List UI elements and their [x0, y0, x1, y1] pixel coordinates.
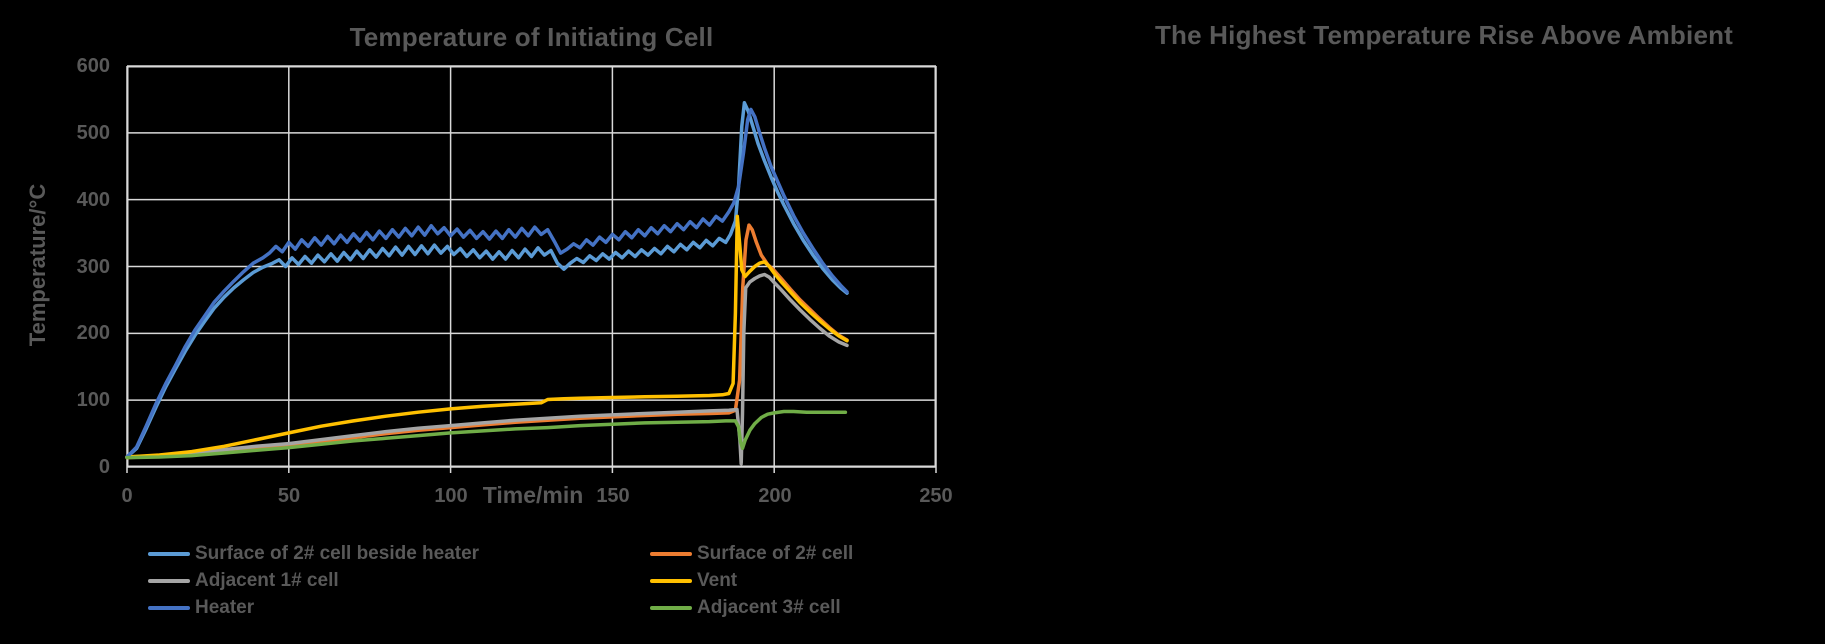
- legend-swatch: [148, 579, 190, 583]
- legend-swatch: [650, 606, 692, 610]
- legend-label: Adjacent 3# cell: [697, 597, 841, 618]
- y-tick-label: 100: [76, 389, 110, 411]
- legend-label: Vent: [697, 570, 738, 591]
- x-tick-label: 100: [434, 485, 468, 507]
- x-axis-title: Time/min: [482, 482, 584, 508]
- x-tick-label: 200: [758, 485, 792, 507]
- plot-area: [125, 65, 937, 473]
- y-tick-label: 200: [76, 322, 110, 344]
- legend-label: Heater: [195, 597, 255, 618]
- legend: Surface of 2# cell beside heater Surface…: [148, 543, 853, 619]
- legend-label: Surface of 2# cell: [697, 543, 854, 564]
- x-tick-label: 250: [919, 485, 953, 507]
- legend-swatch: [650, 579, 692, 583]
- legend-label: Adjacent 1# cell: [195, 570, 339, 591]
- legend-item: Vent: [650, 570, 853, 592]
- legend-item: Adjacent 3# cell: [650, 597, 853, 619]
- y-tick-label: 300: [76, 256, 110, 278]
- y-tick-label: 400: [76, 189, 110, 211]
- legend-item: Surface of 2# cell beside heater: [148, 543, 650, 565]
- right-chart-title: The Highest Temperature Rise Above Ambie…: [1154, 20, 1734, 50]
- legend-item: Heater: [148, 597, 650, 619]
- x-tick-label: 0: [121, 485, 133, 507]
- legend-swatch: [148, 552, 190, 556]
- y-tick-label: 600: [76, 55, 110, 77]
- x-tick-label: 150: [596, 485, 630, 507]
- legend-swatch: [650, 552, 692, 556]
- legend-swatch: [148, 606, 190, 610]
- y-tick-label: 0: [98, 456, 110, 478]
- left-chart-title: Temperature of Initiating Cell: [349, 22, 714, 52]
- legend-item: Adjacent 1# cell: [148, 570, 650, 592]
- y-tick-label: 500: [76, 122, 110, 144]
- legend-label: Surface of 2# cell beside heater: [195, 543, 480, 564]
- legend-item: Surface of 2# cell: [650, 543, 853, 565]
- x-tick-label: 50: [277, 485, 301, 507]
